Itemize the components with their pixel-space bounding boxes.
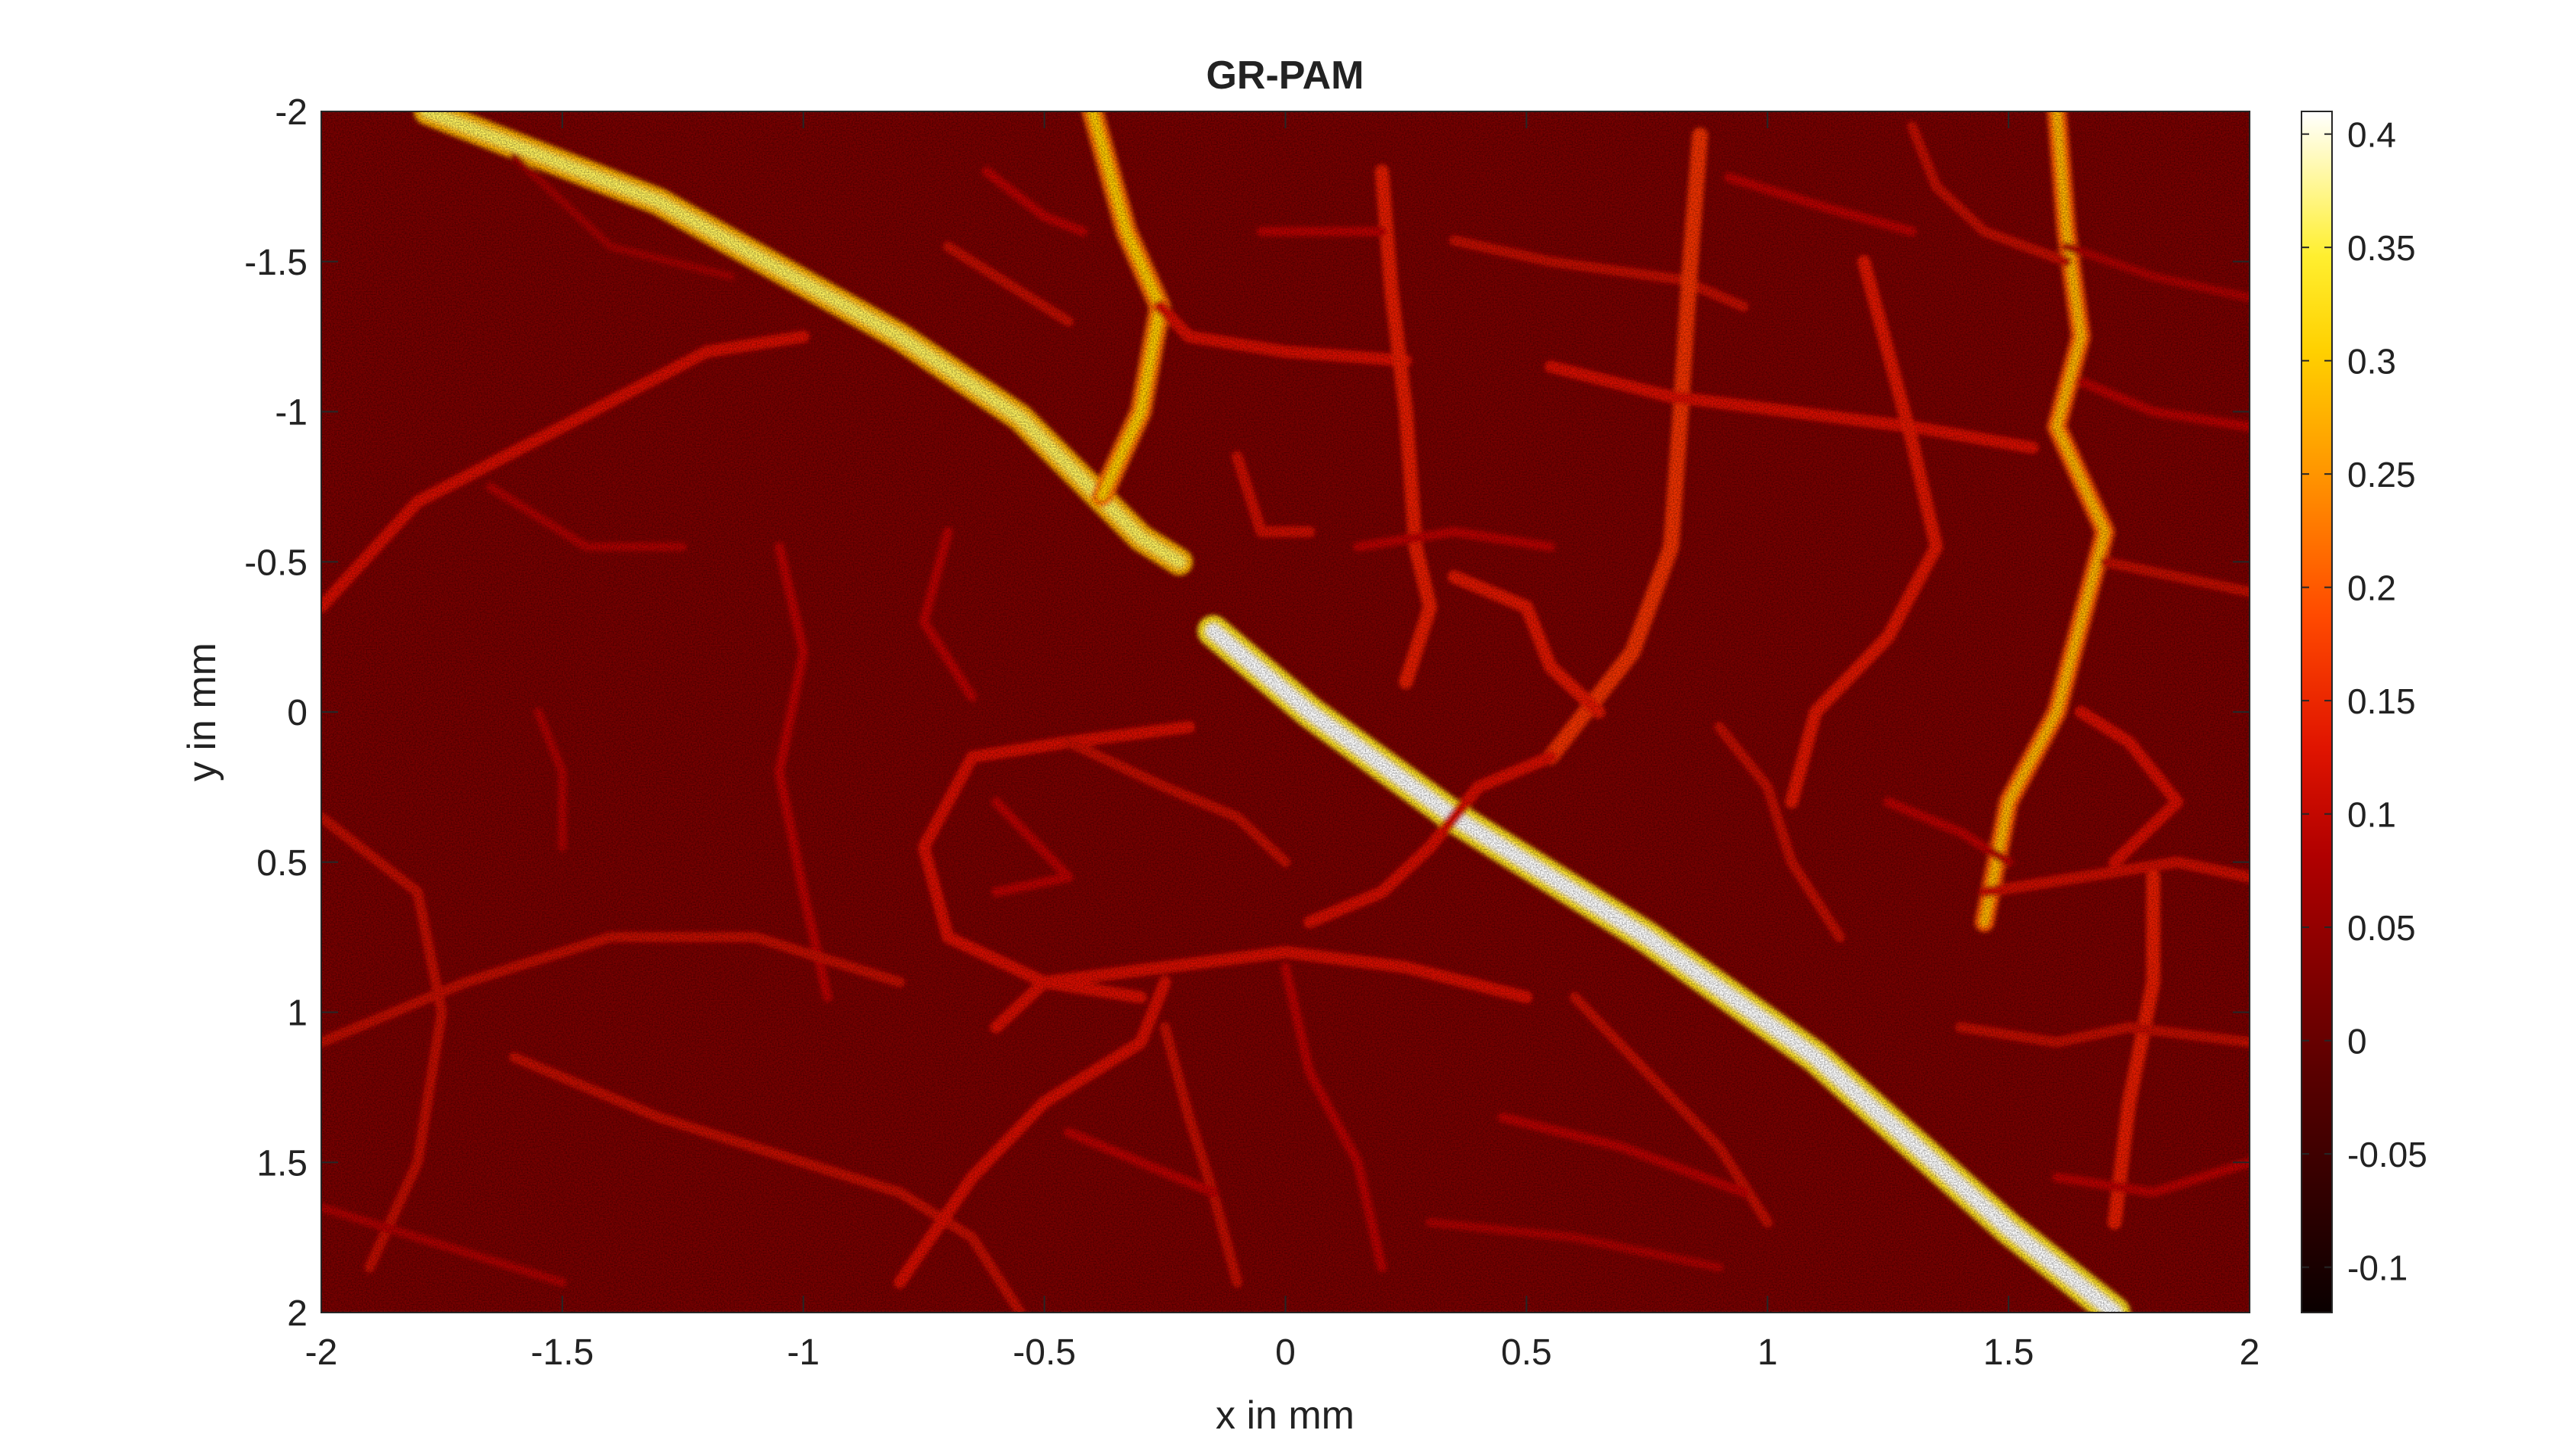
x-tick-label: 2 (2240, 1332, 2260, 1373)
y-axis: -2 -1.5 -1 -0.5 0 0.5 1 1.5 2 (244, 92, 2250, 1334)
colorbar-tick-label: -0.1 (2347, 1248, 2408, 1288)
y-tick-label: -0.5 (244, 543, 308, 583)
x-tick-label: -0.5 (1013, 1332, 1076, 1373)
y-tick-label: -1 (275, 393, 308, 433)
heatmap-image (321, 111, 2250, 1313)
colorbar-tick-label: -0.05 (2347, 1135, 2427, 1174)
y-tick-label: -2 (275, 92, 308, 133)
x-axis: -2 -1.5 -1 -0.5 0 0.5 1 1.5 2 (305, 111, 2260, 1373)
y-tick-label: 1 (287, 994, 308, 1034)
x-tick-label: 1.5 (1983, 1332, 2034, 1373)
x-axis-label: x in mm (1216, 1393, 1354, 1438)
y-tick-label: 2 (287, 1293, 308, 1334)
colorbar-tick-label: 0.05 (2347, 908, 2416, 948)
colorbar-tick-label: 0.35 (2347, 228, 2416, 268)
colorbar-tick-label: 0.2 (2347, 569, 2396, 608)
y-tick-label: 0.5 (256, 843, 308, 884)
y-axis-label: y in mm (180, 643, 224, 781)
x-tick-label: -2 (305, 1332, 338, 1373)
colorbar: -0.1 -0.05 0 0.05 0.1 0.15 0.2 0.25 0.3 0.35 0.4 (2301, 111, 2427, 1313)
colorbar-frame (2301, 111, 2333, 1313)
y-tick-label: 0 (287, 693, 308, 733)
x-tick-label: -1.5 (531, 1332, 594, 1373)
colorbar-tick-label: 0 (2347, 1022, 2367, 1061)
colorbar-gradient (2301, 111, 2332, 1313)
colorbar-tick-label: 0.3 (2347, 342, 2396, 382)
x-tick-label: 0.5 (1501, 1332, 1552, 1373)
colorbar-tick-label: 0.4 (2347, 115, 2396, 155)
y-tick-label: 1.5 (256, 1143, 308, 1184)
colorbar-tick-label: 0.15 (2347, 681, 2416, 721)
x-tick-label: -1 (787, 1332, 820, 1373)
noise-overlay (321, 111, 2250, 1313)
x-tick-label: 0 (1275, 1332, 1296, 1373)
colorbar-tick-label: 0.25 (2347, 455, 2416, 494)
colorbar-tick-label: 0.1 (2347, 795, 2396, 835)
x-tick-label: 1 (1757, 1332, 1778, 1373)
chart-title: GR-PAM (1206, 53, 1364, 98)
colorbar-ticks: -0.1 -0.05 0 0.05 0.1 0.15 0.2 0.25 0.3 0.35 0.4 (2301, 115, 2427, 1288)
y-tick-label: -1.5 (244, 243, 308, 283)
